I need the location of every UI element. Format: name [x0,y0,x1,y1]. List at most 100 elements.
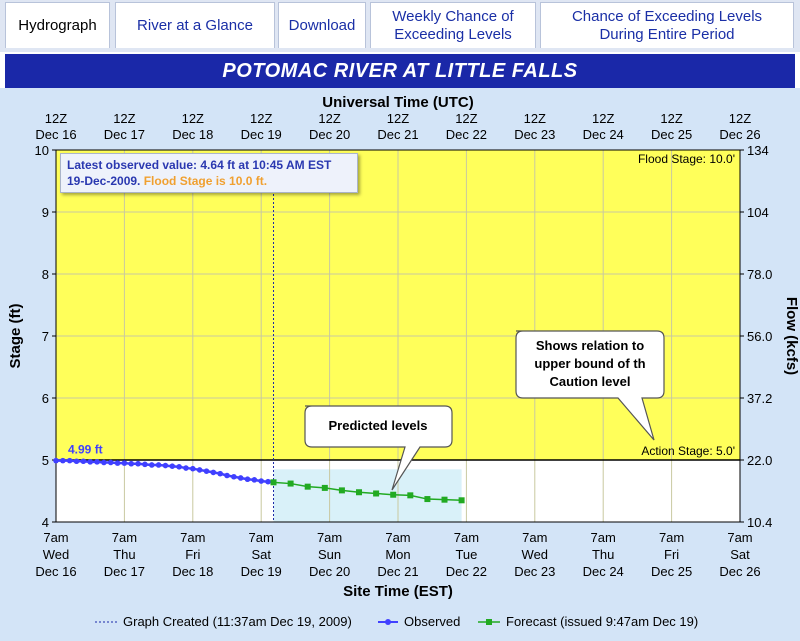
x-tick-top-date: Dec 18 [172,127,213,142]
observed-point [101,459,107,466]
hydrograph-chart: Flood Stage: 10.0' Action Stage: 5.0' 4 10.… [7,94,800,629]
x-tick-bottom-time: 7am [112,530,137,545]
x-tick-top-date: Dec 24 [583,127,624,142]
forecast-point [356,489,363,496]
observed-point [169,463,176,470]
y-tick-left: 4 [42,515,49,530]
latest-observed-text: Latest observed value: 4.64 ft at 10:45 … [67,158,332,188]
forecast-point [270,479,277,486]
y-tick-left: 5 [42,453,49,468]
observed-point [107,459,114,466]
x-tick-top-time: 12Z [387,111,409,126]
observed-point [142,461,148,468]
forecast-point [390,491,397,498]
x-tick-bottom-weekday: Tue [455,547,477,562]
tab-river-at-a-glance[interactable]: River at a Glance [115,2,275,48]
x-tick-bottom-time: 7am [180,530,205,545]
observed-point [162,462,169,469]
forecast-shade [273,469,462,522]
observed-point [231,473,237,480]
y-axis-title-left: Stage (ft) [7,304,24,369]
x-tick-bottom-weekday: Wed [522,547,549,562]
y-tick-right: 56.0 [747,329,772,344]
callout-caution-text: Shows relation to [536,338,644,353]
observed-point [60,457,66,464]
x-tick-bottom-weekday: Sat [730,547,750,562]
x-tick-top-time: 12Z [182,111,204,126]
x-tick-bottom-weekday: Fri [185,547,200,562]
legend-forecast-marker [486,619,492,625]
observed-point [53,457,59,464]
x-tick-bottom-time: 7am [659,530,684,545]
x-tick-top-time: 12Z [250,111,272,126]
legend-graph-created-label: Graph Created (11:37am Dec 19, 2009) [123,614,352,629]
x-tick-top-time: 12Z [660,111,682,126]
observed-point [190,465,196,472]
x-tick-top-time: 12Z [729,111,751,126]
x-tick-bottom-weekday: Thu [592,547,614,562]
observed-point [265,478,271,485]
x-tick-top-time: 12Z [113,111,135,126]
observed-point [80,458,87,465]
forecast-point [338,487,345,494]
y-tick-right: 37.2 [747,391,772,406]
x-tick-bottom-date: Dec 20 [309,564,350,579]
x-tick-bottom-date: Dec 26 [719,564,760,579]
y-tick-right: 134 [747,143,769,158]
legend-forecast-label: Forecast (issued 9:47am Dec 19) [506,614,698,629]
observed-point [66,457,73,464]
flood-stage-label: Flood Stage: 10.0' [638,152,735,166]
x-tick-top-time: 12Z [592,111,614,126]
x-tick-bottom-date: Dec 17 [104,564,145,579]
tab-chance-entire-period[interactable]: Chance of Exceeding Levels During Entire… [540,2,794,48]
x-tick-bottom-date: Dec 21 [377,564,418,579]
legend-observed-label: Observed [404,614,460,629]
chart-title: Universal Time (UTC) [322,94,473,111]
observed-point [196,467,203,473]
tab-download[interactable]: Download [278,2,366,48]
x-tick-bottom-date: Dec 24 [583,564,624,579]
observed-point [251,477,258,483]
tab-weekly-chance[interactable]: Weekly Chance of Exceeding Levels [370,2,536,48]
x-tick-bottom-date: Dec 25 [651,564,692,579]
x-tick-bottom-date: Dec 18 [172,564,213,579]
forecast-point [424,496,431,503]
x-tick-top-date: Dec 21 [377,127,418,142]
latest-observed-box: Latest observed value: 4.64 ft at 10:45 … [60,153,358,193]
x-tick-bottom-date: Dec 19 [241,564,282,579]
forecast-point [407,492,414,499]
x-tick-top-time: 12Z [524,111,546,126]
x-tick-bottom-weekday: Mon [385,547,410,562]
x-tick-bottom-time: 7am [727,530,752,545]
observed-point [128,460,135,467]
y-tick-right: 104 [747,205,769,220]
y-tick-left: 8 [42,267,49,282]
observed-point [176,464,182,470]
peak-value-label: 4.99 ft [68,443,103,457]
observed-point [183,465,189,471]
x-axis-title: Site Time (EST) [343,583,453,600]
forecast-point [321,484,328,491]
x-tick-top-date: Dec 26 [719,127,760,142]
x-tick-top-date: Dec 20 [309,127,350,142]
observed-point [121,460,128,466]
tab-hydrograph[interactable]: Hydrograph [5,2,110,48]
forecast-point [441,496,448,503]
tab-bar: Hydrograph River at a Glance Download We… [0,0,800,52]
legend-observed-marker [385,619,391,625]
y-tick-right: 10.4 [747,515,772,530]
x-tick-top-date: Dec 19 [241,127,282,142]
station-title: POTOMAC RIVER AT LITTLE FALLS [5,54,795,88]
observed-point [135,460,141,467]
observed-point [203,468,210,474]
observed-point [73,458,80,465]
x-tick-bottom-time: 7am [249,530,274,545]
x-tick-bottom-time: 7am [454,530,479,545]
x-tick-bottom-weekday: Wed [43,547,70,562]
observed-point [224,472,230,479]
observed-point [210,469,217,476]
callout-caution-text: Caution level [550,374,631,389]
y-tick-left: 6 [42,391,49,406]
y-tick-left: 7 [42,329,49,344]
x-tick-top-date: Dec 16 [35,127,76,142]
